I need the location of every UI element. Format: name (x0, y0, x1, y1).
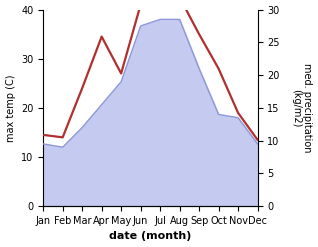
Y-axis label: max temp (C): max temp (C) (5, 74, 16, 142)
X-axis label: date (month): date (month) (109, 231, 191, 242)
Y-axis label: med. precipitation
(kg/m2): med. precipitation (kg/m2) (291, 63, 313, 153)
